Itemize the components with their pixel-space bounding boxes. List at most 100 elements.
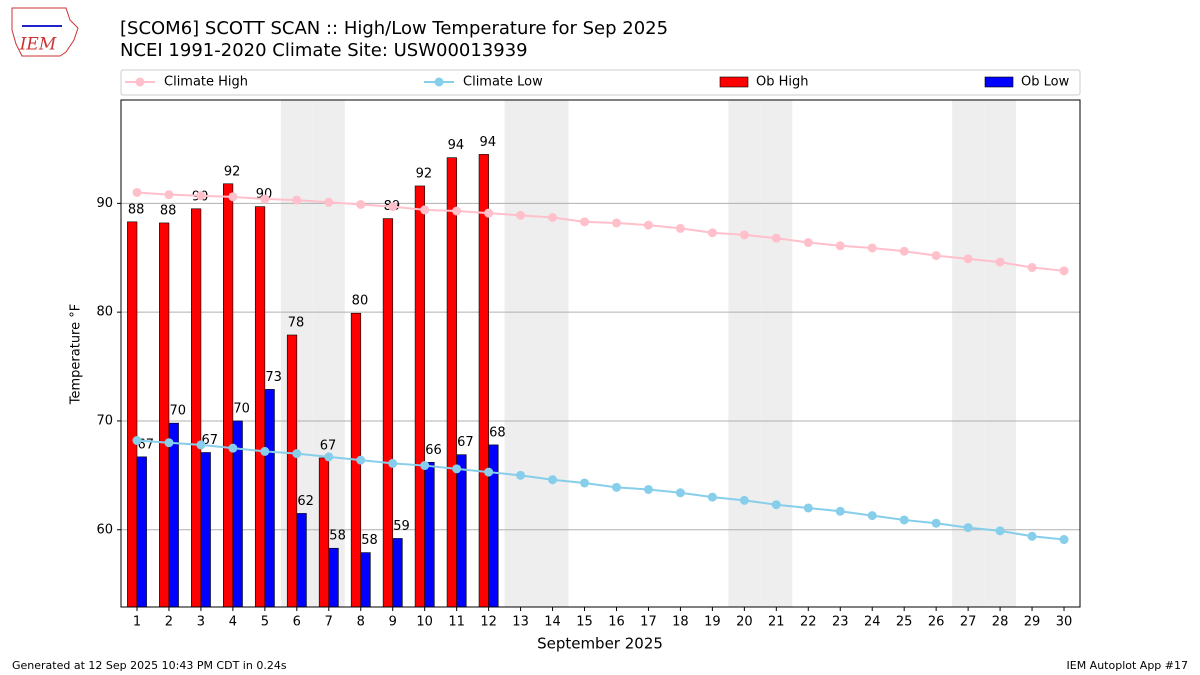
x-tick-label: 1 bbox=[133, 615, 141, 630]
weekend-shade bbox=[728, 100, 761, 607]
x-tick-label: 18 bbox=[672, 615, 689, 630]
line-marker bbox=[867, 243, 877, 253]
line-marker bbox=[260, 446, 270, 456]
x-tick-label: 26 bbox=[928, 615, 945, 630]
x-tick-label: 11 bbox=[448, 615, 465, 630]
logo-outline bbox=[11, 7, 79, 57]
line-marker bbox=[292, 195, 302, 205]
weekend-shade bbox=[504, 100, 537, 607]
bar bbox=[159, 222, 170, 608]
line-marker bbox=[771, 500, 781, 510]
x-tick-label: 4 bbox=[229, 615, 237, 630]
line-marker bbox=[548, 475, 558, 485]
line-marker bbox=[675, 223, 685, 233]
legend-label: Ob Low bbox=[1021, 75, 1070, 90]
chart-title: [SCOM6] SCOTT SCAN :: High/Low Temperatu… bbox=[120, 18, 668, 39]
bar bbox=[296, 513, 307, 608]
legend-box bbox=[120, 69, 1081, 96]
x-tick-label: 20 bbox=[736, 615, 753, 630]
data-label: 78 bbox=[288, 316, 305, 331]
line-marker bbox=[452, 206, 462, 216]
bar bbox=[264, 389, 275, 608]
data-label: 88 bbox=[160, 203, 177, 218]
line-marker bbox=[835, 506, 845, 516]
bar bbox=[191, 208, 202, 608]
data-label: 66 bbox=[425, 443, 442, 458]
line-marker bbox=[420, 461, 430, 471]
data-label: 62 bbox=[297, 494, 314, 509]
logo-text: IEM bbox=[19, 35, 57, 55]
data-label: 88 bbox=[128, 202, 145, 217]
bar bbox=[222, 183, 234, 608]
line-marker bbox=[995, 257, 1005, 267]
data-label: 58 bbox=[329, 529, 346, 544]
line-marker bbox=[356, 199, 366, 209]
y-tick-label: 80 bbox=[96, 305, 113, 320]
line-marker bbox=[1059, 535, 1069, 545]
weekend-shade bbox=[536, 100, 569, 607]
x-tick-label: 24 bbox=[864, 615, 881, 630]
line-marker bbox=[196, 191, 206, 201]
line-marker bbox=[420, 205, 430, 215]
bar bbox=[360, 552, 371, 608]
line-marker bbox=[771, 233, 781, 243]
x-tick-label: 27 bbox=[960, 615, 977, 630]
data-label: 68 bbox=[489, 425, 506, 440]
data-label: 67 bbox=[201, 433, 218, 448]
line-marker bbox=[707, 228, 717, 238]
bar bbox=[127, 221, 138, 608]
bar bbox=[286, 334, 298, 608]
line-marker bbox=[963, 254, 973, 264]
data-label: 70 bbox=[169, 404, 186, 419]
line-marker bbox=[931, 251, 941, 261]
line-marker bbox=[164, 190, 174, 200]
weekend-shade bbox=[760, 100, 793, 607]
bar bbox=[200, 452, 211, 608]
x-tick-label: 6 bbox=[293, 615, 301, 630]
chart-subtitle: NCEI 1991-2020 Climate Site: USW00013939 bbox=[120, 40, 528, 61]
legend-marker bbox=[434, 77, 444, 87]
line-marker bbox=[899, 246, 909, 256]
line-marker bbox=[643, 484, 653, 494]
line-marker bbox=[931, 518, 941, 528]
bar bbox=[318, 457, 330, 608]
line-marker bbox=[164, 438, 174, 448]
line-marker bbox=[388, 458, 398, 468]
bar bbox=[424, 461, 435, 608]
line-marker bbox=[611, 482, 621, 492]
line-marker bbox=[516, 470, 526, 480]
line-marker bbox=[995, 526, 1005, 536]
bar bbox=[478, 154, 489, 608]
data-label: 67 bbox=[320, 438, 337, 453]
data-label: 73 bbox=[265, 370, 282, 385]
line-marker bbox=[611, 218, 621, 228]
x-tick-label: 3 bbox=[197, 615, 205, 630]
data-label: 92 bbox=[224, 164, 241, 179]
line-marker bbox=[803, 503, 813, 513]
legend-swatch bbox=[719, 76, 749, 88]
x-tick-label: 7 bbox=[325, 615, 333, 630]
line-marker bbox=[388, 202, 398, 212]
data-label: 94 bbox=[480, 135, 497, 150]
bar bbox=[254, 206, 266, 608]
bar bbox=[168, 422, 179, 608]
line-marker bbox=[260, 194, 270, 204]
y-tick-label: 70 bbox=[96, 413, 113, 428]
x-tick-label: 30 bbox=[1056, 615, 1073, 630]
legend-marker bbox=[135, 77, 145, 87]
x-tick-label: 28 bbox=[992, 615, 1009, 630]
x-tick-label: 14 bbox=[544, 615, 561, 630]
line-marker bbox=[228, 192, 238, 202]
line-marker bbox=[516, 210, 526, 220]
x-tick-label: 10 bbox=[416, 615, 433, 630]
bar bbox=[136, 456, 147, 608]
bar bbox=[328, 547, 339, 608]
x-tick-label: 21 bbox=[768, 615, 785, 630]
footer-left: Generated at 12 Sep 2025 10:43 PM CDT in… bbox=[12, 659, 287, 672]
bar bbox=[456, 454, 467, 608]
line-marker bbox=[739, 230, 749, 240]
line-marker bbox=[548, 213, 558, 223]
x-tick-label: 2 bbox=[165, 615, 173, 630]
line-marker bbox=[1059, 266, 1069, 276]
line bbox=[136, 191, 1065, 272]
